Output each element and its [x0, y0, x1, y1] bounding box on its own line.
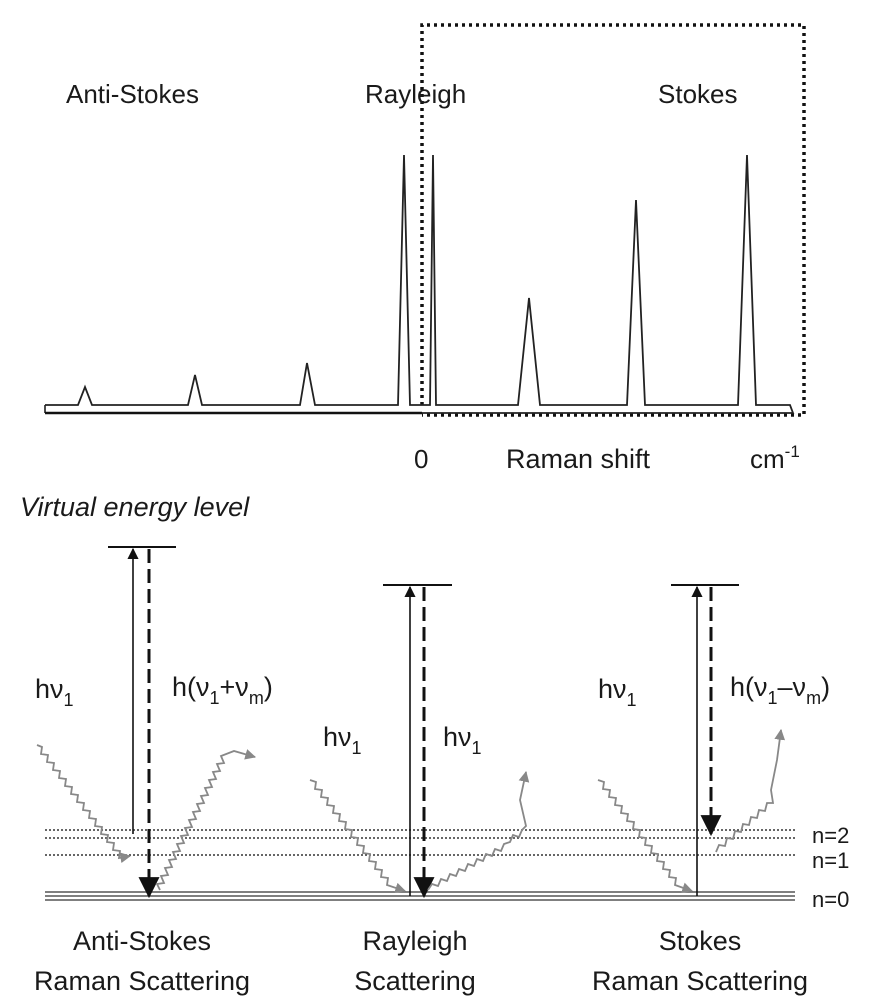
stokes-scattered-label: h(ν1–νm)	[730, 672, 830, 708]
raman-spectrum: Anti-Stokes Rayleigh Stokes 0 Raman shif…	[44, 23, 806, 474]
rayleigh-transition: hν1 hν1 Rayleigh Scattering	[309, 584, 530, 996]
anti-stokes-incident-label: hν1	[35, 674, 74, 710]
wavenumber-unit: cm-1	[750, 442, 800, 474]
anti-stokes-transition: hν1 h(ν1+νm) Anti-Stokes Raman Scatterin…	[34, 546, 273, 996]
stokes-incident-label: hν1	[598, 674, 637, 710]
energy-level-diagram: Virtual energy level n=2 n=1 n=0 hν1 h(ν…	[20, 492, 849, 996]
stokes-region-box	[420, 23, 806, 417]
rayleigh-scattered-wave	[427, 770, 530, 891]
anti-stokes-incident-wave	[36, 744, 132, 864]
level-n0-label: n=0	[812, 887, 849, 912]
stokes-caption-line1: Stokes	[659, 926, 742, 956]
anti-stokes-scattered-wave	[155, 749, 257, 891]
raman-shift-zero-tick: 0	[414, 444, 428, 474]
rayleigh-incident-label: hν1	[323, 722, 362, 758]
stokes-transition: hν1 h(ν1–νm) Stokes Raman Scattering	[592, 584, 830, 996]
rayleigh-scattered-label: hν1	[443, 722, 482, 758]
spectrum-trace	[45, 154, 795, 414]
anti-stokes-label: Anti-Stokes	[66, 79, 199, 109]
stokes-scattered-wave	[715, 728, 786, 853]
raman-shift-axis-label: Raman shift	[506, 444, 651, 474]
anti-stokes-caption-line1: Anti-Stokes	[73, 926, 211, 956]
rayleigh-incident-wave	[309, 779, 407, 894]
rayleigh-caption-line2: Scattering	[354, 966, 476, 996]
virtual-energy-level-title: Virtual energy level	[20, 492, 250, 522]
rayleigh-label: Rayleigh	[365, 79, 466, 109]
level-n2-label: n=2	[812, 823, 849, 848]
level-n1-label: n=1	[812, 848, 849, 873]
stokes-caption-line2: Raman Scattering	[592, 966, 808, 996]
anti-stokes-scattered-label: h(ν1+νm)	[172, 672, 273, 708]
stokes-label: Stokes	[658, 79, 738, 109]
anti-stokes-caption-line2: Raman Scattering	[34, 966, 250, 996]
rayleigh-caption-line1: Rayleigh	[362, 926, 467, 956]
stokes-incident-wave	[597, 779, 694, 893]
